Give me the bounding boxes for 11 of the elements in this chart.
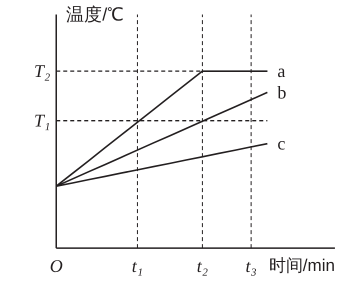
x-tick-label: t₃ [245,256,257,276]
x-tick-label: t₂ [196,256,208,276]
ref-line-label: T₁ [34,110,50,131]
series-label: b [277,82,286,102]
x-axis-title: 时间/min [268,256,335,276]
x-tick-label: t₁ [132,256,144,276]
series-label: c [277,134,286,154]
y-axis-title: 温度/℃ [66,4,124,25]
series-label: a [277,61,286,82]
ref-line-label: T₂ [34,61,50,82]
x-tick-label: O [50,256,63,276]
